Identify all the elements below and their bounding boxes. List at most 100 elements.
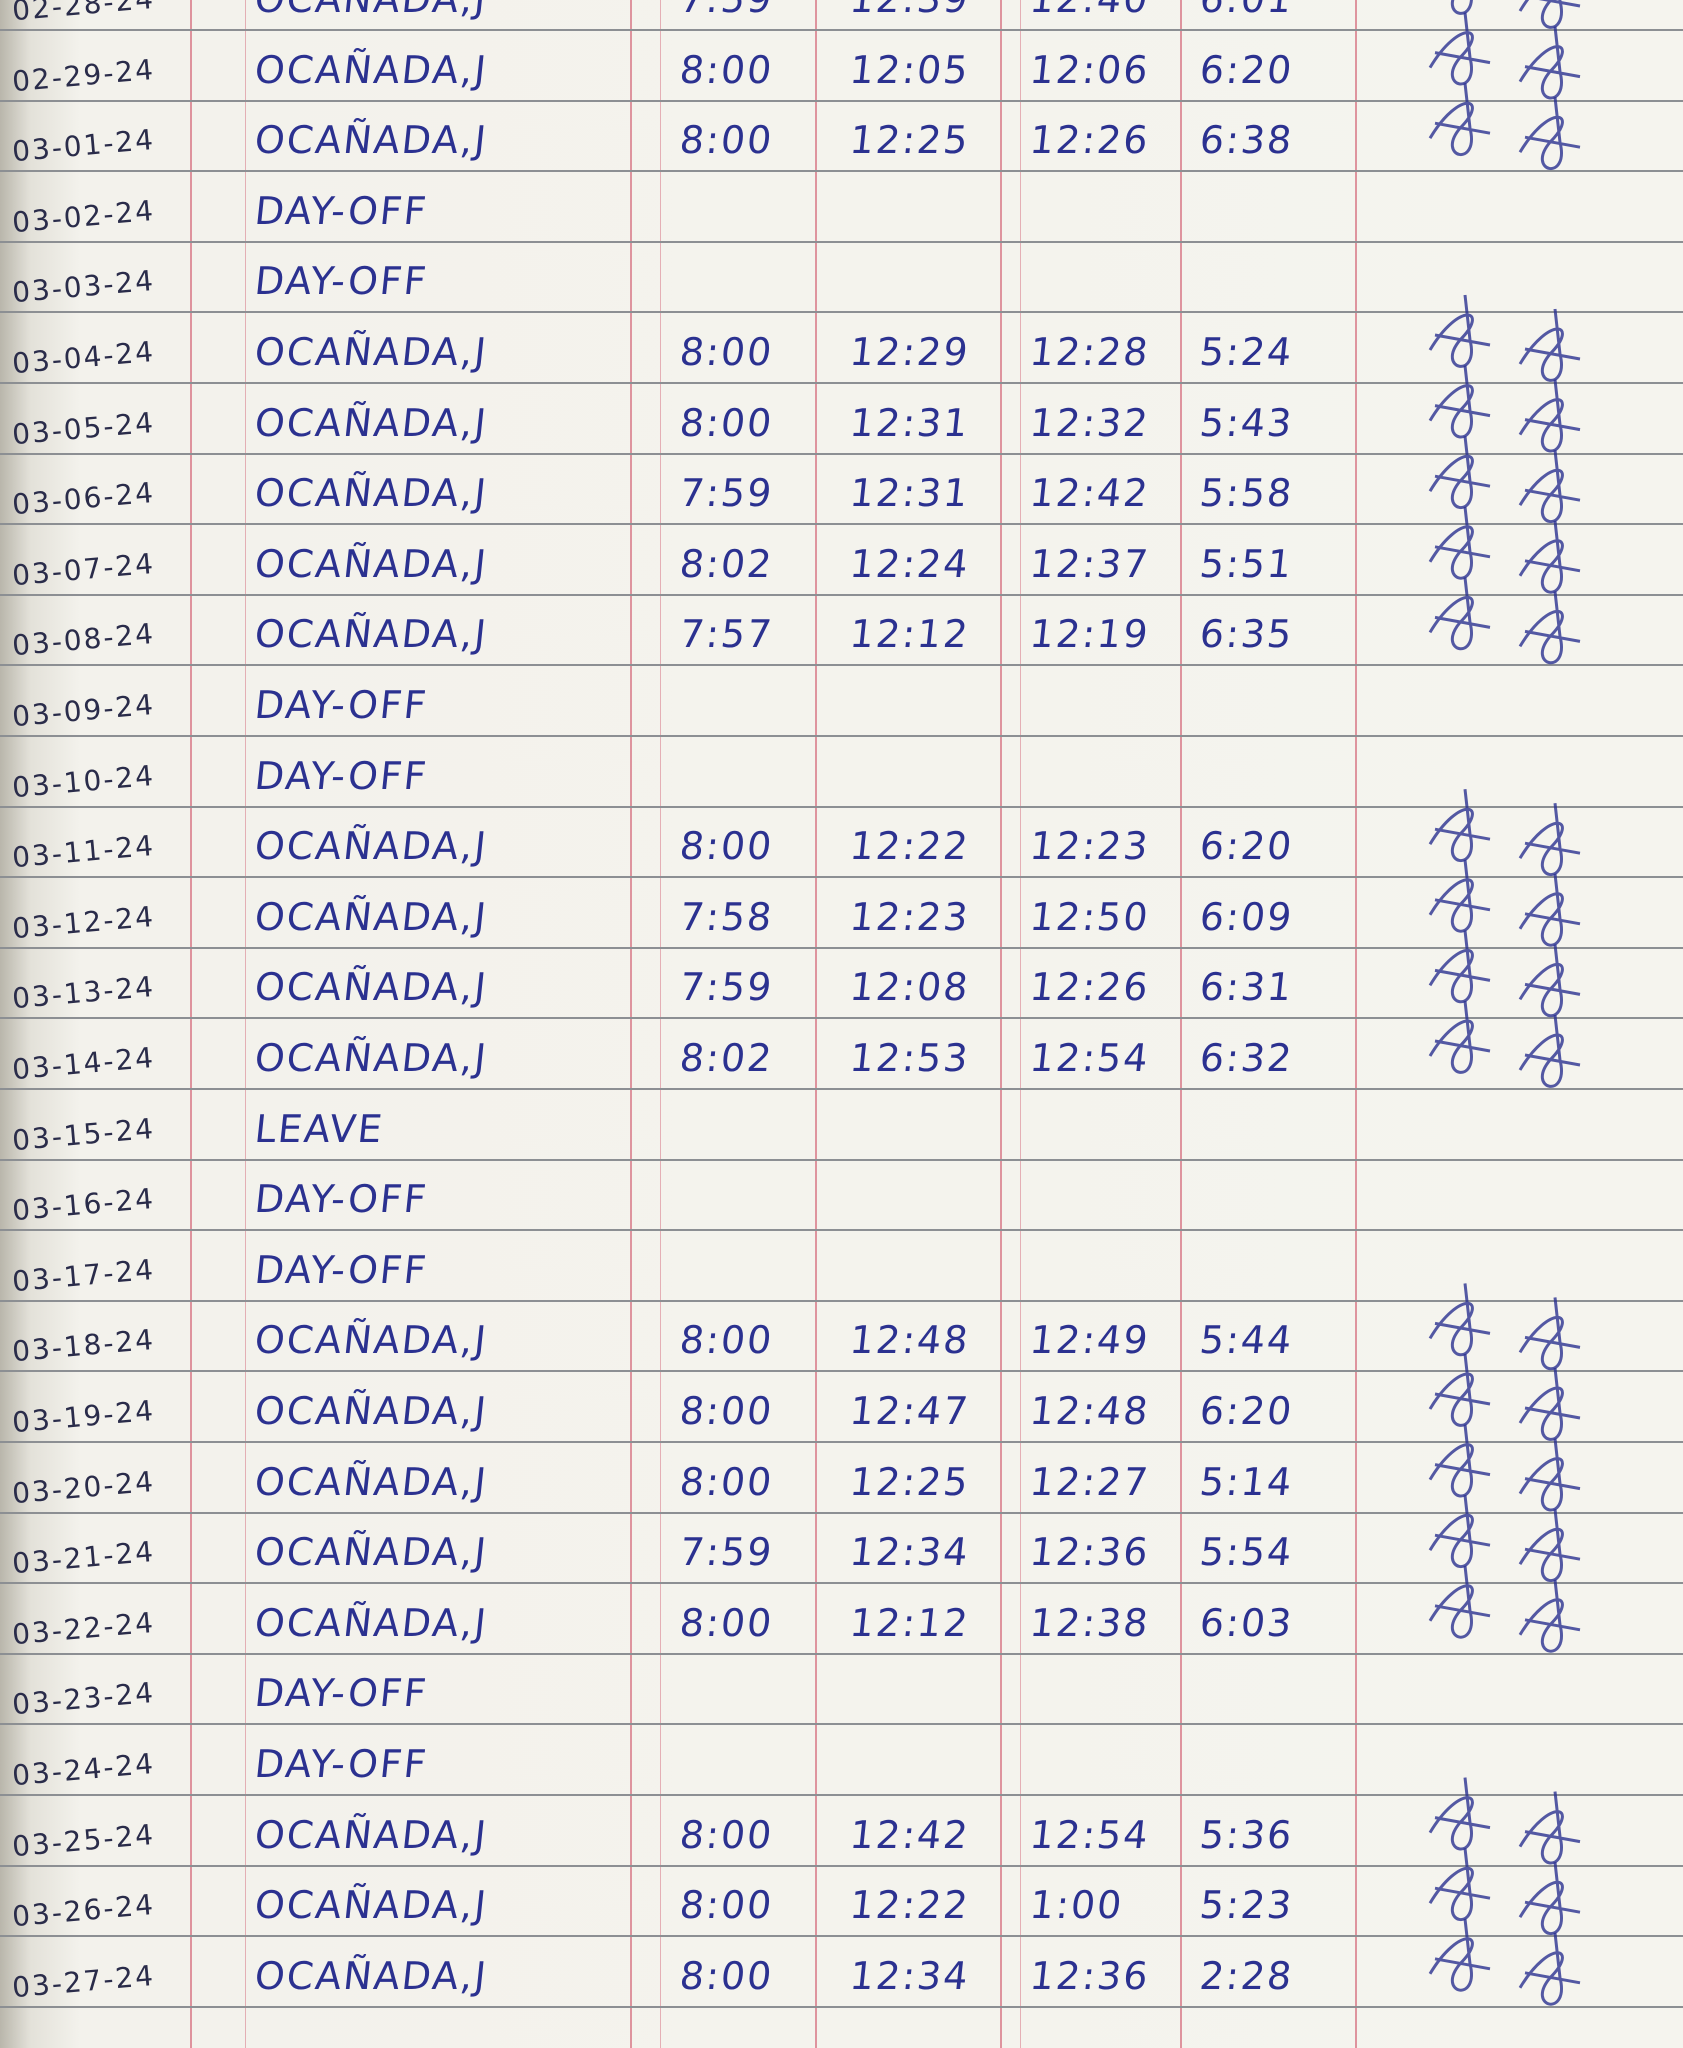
lunch-out-cell: 12:25 (847, 118, 972, 163)
lunch-in-cell: 12:54 (1027, 1036, 1152, 1080)
column-rule (1355, 0, 1357, 2048)
date-cell: 03-21-24 (10, 1535, 157, 1581)
time-out-cell: 5:23 (1197, 1883, 1296, 1928)
log-row: 03-24-24 DAY-OFF (0, 1725, 1683, 1796)
log-row: 03-08-24 OCAÑADA,J 7:57 12:12 12:19 6:35 (0, 595, 1683, 667)
name-cell: DAY-OFF (252, 1177, 431, 1222)
name-cell: LEAVE (252, 1106, 387, 1151)
log-row: 03-17-24 DAY-OFF (0, 1231, 1683, 1302)
time-in-cell: 7:59 (677, 1530, 776, 1575)
column-rule (1180, 0, 1182, 2048)
time-in-cell: 8:00 (677, 1600, 776, 1645)
name-cell: OCAÑADA,J (252, 824, 491, 869)
lunch-out-cell: 12:24 (847, 541, 972, 586)
date-cell: 02-29-24 (10, 52, 157, 98)
time-in-cell: 8:00 (677, 47, 776, 92)
lunch-out-cell: 12:12 (847, 612, 972, 657)
lunch-in-cell: 12:38 (1027, 1600, 1152, 1645)
lunch-in-cell: 12:28 (1027, 330, 1152, 374)
log-row: 03-19-24 OCAÑADA,J 8:00 12:47 12:48 6:20 (0, 1372, 1683, 1443)
date-cell: 03-02-24 (10, 193, 157, 239)
column-rule (245, 0, 246, 2048)
log-row: 03-07-24 OCAÑADA,J 8:02 12:24 12:37 5:51 (0, 525, 1683, 596)
time-in-cell: 8:00 (677, 118, 776, 163)
date-cell: 03-12-24 (10, 899, 157, 945)
column-rule (1000, 0, 1002, 2048)
date-cell: 02-28-24 (10, 0, 157, 28)
log-row: 03-18-24 OCAÑADA,J 8:00 12:48 12:49 5:44 (0, 1301, 1683, 1373)
time-out-cell: 5:44 (1197, 1318, 1296, 1363)
date-cell: 03-26-24 (10, 1888, 157, 1934)
log-row: 03-10-24 DAY-OFF (0, 737, 1683, 808)
lunch-out-cell: 12:12 (847, 1600, 972, 1645)
name-cell: DAY-OFF (252, 1742, 431, 1786)
lunch-in-cell: 12:48 (1027, 1389, 1152, 1433)
log-row: 03-01-24 OCAÑADA,J 8:00 12:25 12:26 6:38 (0, 101, 1683, 173)
time-in-cell: 8:00 (677, 1953, 776, 1998)
lunch-out-cell: 12:22 (847, 824, 972, 869)
lunch-in-cell: 12:26 (1027, 965, 1152, 1010)
lunch-out-cell: 12:08 (847, 965, 972, 1010)
lunch-in-cell: 12:54 (1027, 1812, 1152, 1857)
log-row: 03-11-24 OCAÑADA,J 8:00 12:22 12:23 6:20 (0, 807, 1683, 879)
name-cell: OCAÑADA,J (252, 1530, 491, 1575)
time-out-cell: 6:38 (1197, 118, 1296, 163)
log-row: 03-15-24 LEAVE (0, 1090, 1683, 1161)
log-row: 03-23-24 DAY-OFF (0, 1654, 1683, 1726)
name-cell: DAY-OFF (252, 188, 431, 233)
time-in-cell: 8:00 (677, 1318, 776, 1363)
name-cell: OCAÑADA,J (252, 471, 491, 516)
name-cell: OCAÑADA,J (252, 1600, 491, 1645)
name-cell: OCAÑADA,J (252, 1953, 491, 1998)
log-row: 03-21-24 OCAÑADA,J 7:59 12:34 12:36 5:54 (0, 1513, 1683, 1585)
lunch-in-cell: 12:23 (1027, 824, 1152, 869)
log-row: 03-20-24 OCAÑADA,J 8:00 12:25 12:27 5:14 (0, 1443, 1683, 1514)
lunch-in-cell: 1:00 (1027, 1883, 1126, 1928)
lunch-in-cell: 12:26 (1027, 118, 1152, 163)
lunch-in-cell: 12:27 (1027, 1459, 1152, 1504)
date-cell: 03-16-24 (10, 1182, 157, 1228)
log-row: 03-13-24 OCAÑADA,J 7:59 12:08 12:26 6:31 (0, 948, 1683, 1020)
lunch-out-cell: 12:29 (847, 330, 972, 374)
log-row: 03-04-24 OCAÑADA,J 8:00 12:29 12:28 5:24 (0, 313, 1683, 384)
date-cell: 03-27-24 (10, 1958, 157, 2004)
name-cell: OCAÑADA,J (252, 1883, 491, 1928)
lunch-out-cell: 12:31 (847, 400, 972, 445)
date-cell: 03-01-24 (10, 123, 157, 169)
time-in-cell: 8:00 (677, 1459, 776, 1504)
lunch-out-cell: 12:39 (848, 0, 972, 21)
date-cell: 03-19-24 (10, 1393, 157, 1440)
date-cell: 03-09-24 (10, 687, 157, 734)
name-cell: OCAÑADA,J (252, 47, 491, 92)
name-cell: OCAÑADA,J (252, 1318, 491, 1363)
date-cell: 03-13-24 (10, 970, 157, 1016)
date-cell: 03-03-24 (10, 264, 157, 310)
log-row: 03-03-24 DAY-OFF (0, 242, 1683, 314)
name-cell: OCAÑADA,J (252, 400, 491, 445)
lunch-in-cell: 12:36 (1027, 1953, 1152, 1998)
time-out-cell: 6:20 (1197, 824, 1296, 869)
log-row: 03-09-24 DAY-OFF (0, 666, 1683, 737)
column-rule (630, 0, 632, 2048)
name-cell: OCAÑADA,J (252, 330, 491, 374)
lunch-out-cell: 12:34 (847, 1953, 972, 1998)
name-cell: DAY-OFF (252, 753, 431, 798)
lunch-in-cell: 12:37 (1027, 541, 1152, 586)
date-cell: 03-17-24 (10, 1252, 157, 1298)
name-cell: OCAÑADA,J (252, 1812, 491, 1857)
name-cell: OCAÑADA,J (252, 965, 491, 1010)
time-in-cell: 7:58 (677, 894, 776, 939)
time-in-cell: 7:59 (677, 965, 776, 1010)
lunch-out-cell: 12:25 (847, 1459, 972, 1504)
log-row: 03-06-24 OCAÑADA,J 7:59 12:31 12:42 5:58 (0, 454, 1683, 526)
date-cell: 03-05-24 (10, 405, 157, 451)
time-in-cell: 8:00 (677, 1883, 776, 1928)
name-cell: DAY-OFF (252, 1247, 431, 1292)
log-row: 03-12-24 OCAÑADA,J 7:58 12:23 12:50 6:09 (0, 878, 1683, 949)
time-in-cell: 7:59 (677, 471, 776, 516)
date-cell: 03-23-24 (10, 1676, 157, 1722)
date-cell: 03-10-24 (10, 758, 157, 804)
name-cell: OCAÑADA,J (252, 894, 491, 939)
time-out-cell: 5:36 (1197, 1812, 1296, 1857)
